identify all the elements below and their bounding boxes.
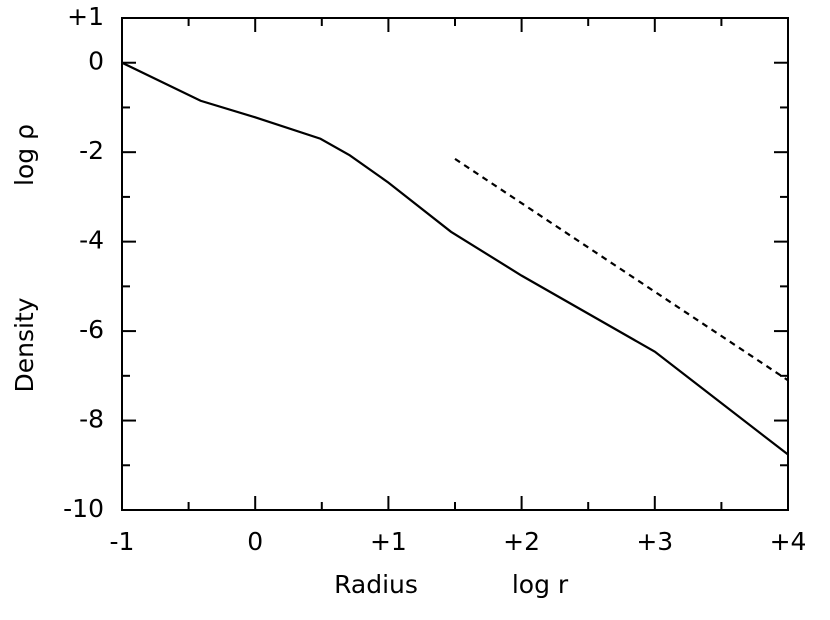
x-tick-label: +2 xyxy=(503,527,540,556)
x-tick-label: +3 xyxy=(636,527,673,556)
y-axis-log-label: log ρ xyxy=(10,124,39,186)
y-tick-label: -10 xyxy=(63,494,104,523)
y-tick-label: -2 xyxy=(79,136,104,165)
x-axis-log-label: log r xyxy=(512,570,569,599)
series-line xyxy=(454,157,789,382)
series-line xyxy=(121,61,789,456)
x-tick-label: +4 xyxy=(770,527,807,556)
x-tick-label: -1 xyxy=(110,527,135,556)
y-tick-label: 0 xyxy=(88,47,104,76)
y-tick-label: -4 xyxy=(79,226,104,255)
x-axis-label: Radius xyxy=(334,570,418,599)
x-tick-label: 0 xyxy=(247,527,263,556)
y-tick-label: +1 xyxy=(67,2,104,31)
y-tick-label: -6 xyxy=(79,315,104,344)
y-axis-label: Density xyxy=(10,297,39,392)
plot-frame xyxy=(121,17,789,511)
x-tick-label: +1 xyxy=(370,527,407,556)
y-tick-label: -8 xyxy=(79,405,104,434)
